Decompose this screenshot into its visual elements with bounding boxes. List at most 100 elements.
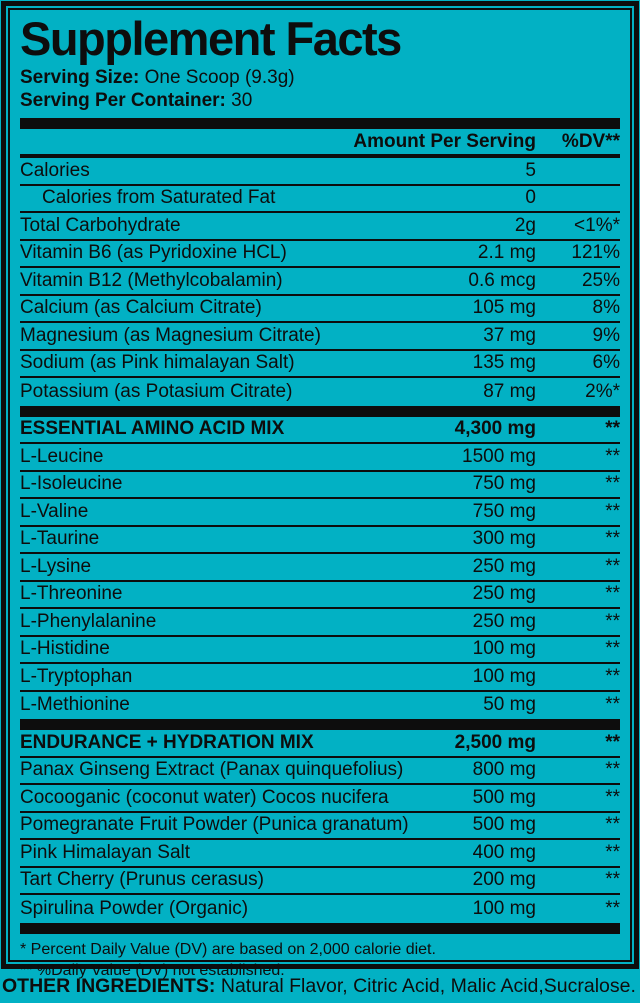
- ingredient-name: Vitamin B12 (Methylcobalamin): [20, 269, 283, 291]
- ingredient-amount: 2g: [514, 214, 536, 236]
- table-row: Magnesium (as Magnesium Citrate) 37 mg 9…: [20, 323, 620, 351]
- ingredient-name: Calories from Saturated Fat: [42, 187, 276, 209]
- ingredient-name: Magnesium (as Magnesium Citrate): [20, 324, 321, 346]
- dv-footnote: * Percent Daily Value (DV) are based on …: [20, 940, 436, 958]
- ingredient-amount: 250 mg: [472, 555, 536, 577]
- supplement-facts-inner-box: Supplement Facts Serving Size: One Scoop…: [8, 8, 632, 979]
- ingredient-dv: **: [605, 869, 620, 891]
- table-row: Panax Ginseng Extract (Panax quinquefoli…: [20, 758, 620, 785]
- ingredient-dv: **: [605, 841, 620, 863]
- table-row: L-Taurine 300 mg **: [20, 527, 620, 554]
- ingredient-name: Calories: [20, 159, 90, 181]
- ingredient-amount: 750 mg: [472, 500, 536, 522]
- ingredient-amount: 250 mg: [472, 583, 536, 605]
- table-header-row: Amount Per Serving %DV**: [20, 129, 620, 158]
- section-amount: 2,500 mg: [454, 731, 536, 753]
- table-row: Total Carbohydrate 2g <1%*: [20, 213, 620, 241]
- ingredient-amount: 1500 mg: [462, 445, 536, 467]
- ingredient-name: Cocooganic (coconut water) Cocos nucifer…: [20, 786, 389, 808]
- ingredient-dv: **: [605, 638, 620, 660]
- supplement-facts-panel: Supplement Facts Serving Size: One Scoop…: [1, 1, 639, 979]
- table-row: Calories 5: [20, 158, 620, 186]
- ingredient-amount: 87 mg: [483, 380, 536, 402]
- section-divider-bar: [20, 922, 620, 934]
- ingredient-amount: 800 mg: [472, 759, 536, 781]
- footnotes: * Percent Daily Value (DV) are based on …: [20, 934, 620, 981]
- table-row: Spirulina Powder (Organic) 100 mg **: [20, 895, 620, 923]
- ingredient-dv: **: [605, 665, 620, 687]
- ingredient-name: L-Valine: [20, 500, 89, 522]
- ingredient-dv: <1%*: [574, 214, 620, 236]
- section-divider-bar: [20, 405, 620, 417]
- ingredient-dv: **: [605, 694, 620, 716]
- section-dv: **: [605, 418, 620, 440]
- ingredient-name: Potassium (as Potasium Citrate): [20, 380, 293, 402]
- serving-size-value: One Scoop (9.3g): [144, 67, 295, 88]
- ingredient-dv: **: [605, 897, 620, 919]
- table-row: Vitamin B12 (Methylcobalamin) 0.6 mcg 25…: [20, 268, 620, 296]
- ingredient-name: Pomegranate Fruit Powder (Punica granatu…: [20, 814, 409, 836]
- section-divider-bar: [20, 719, 620, 730]
- panel-title: Supplement Facts: [20, 12, 402, 65]
- ingredient-name: L-Leucine: [20, 445, 104, 467]
- amount-per-serving-header: Amount Per Serving: [353, 130, 536, 152]
- ingredient-name: L-Taurine: [20, 528, 100, 550]
- section-dv: **: [605, 731, 620, 753]
- table-row: L-Leucine 1500 mg **: [20, 444, 620, 472]
- ingredient-dv: **: [605, 759, 620, 781]
- table-row: Calories from Saturated Fat 0: [20, 186, 620, 213]
- servings-per-container-label: Serving Per Container:: [20, 90, 226, 111]
- ingredient-dv: **: [605, 814, 620, 836]
- other-ingredients-value: Natural Flavor, Citric Acid, Malic Acid,…: [220, 975, 636, 997]
- ingredient-name: L-Threonine: [20, 583, 123, 605]
- section-title: ENDURANCE + HYDRATION MIX: [20, 731, 314, 753]
- ingredient-amount: 2.1 mg: [477, 242, 536, 264]
- ingredient-amount: 100 mg: [472, 897, 536, 919]
- table-row: L-Phenylalanine 250 mg **: [20, 609, 620, 637]
- ingredient-amount: 250 mg: [472, 610, 536, 632]
- section-amount: 4,300 mg: [454, 418, 536, 440]
- table-row: L-Methionine 50 mg **: [20, 692, 620, 720]
- table-row: Pink Himalayan Salt 400 mg **: [20, 840, 620, 868]
- serving-size-label: Serving Size:: [20, 67, 140, 88]
- ingredient-amount: 5: [525, 159, 536, 181]
- ingredient-dv: **: [605, 528, 620, 550]
- table-row: L-Isoleucine 750 mg **: [20, 472, 620, 499]
- ingredient-amount: 400 mg: [472, 841, 536, 863]
- table-row: L-Lysine 250 mg **: [20, 554, 620, 582]
- table-row: L-Histidine 100 mg **: [20, 637, 620, 664]
- ingredient-name: L-Methionine: [20, 694, 130, 716]
- ingredient-dv: **: [605, 583, 620, 605]
- ingredient-dv: 2%*: [585, 380, 620, 402]
- ingredient-amount: 200 mg: [472, 869, 536, 891]
- ingredient-name: Sodium (as Pink himalayan Salt): [20, 352, 295, 374]
- ingredient-dv: 9%: [592, 324, 620, 346]
- serving-size-line: Serving Size: One Scoop (9.3g): [20, 66, 620, 89]
- ingredient-dv: 8%: [592, 297, 620, 319]
- table-row: Cocooganic (coconut water) Cocos nucifer…: [20, 785, 620, 813]
- ingredient-amount: 100 mg: [472, 638, 536, 660]
- ingredient-name: Vitamin B6 (as Pyridoxine HCL): [20, 242, 287, 264]
- table-row: L-Threonine 250 mg **: [20, 582, 620, 609]
- ingredient-name: L-Phenylalanine: [20, 610, 157, 632]
- ingredient-name: Tart Cherry (Prunus cerasus): [20, 869, 264, 891]
- other-ingredients-label: OTHER INGREDIENTS:: [2, 975, 216, 997]
- ingredient-name: L-Lysine: [20, 555, 92, 577]
- other-ingredients-line: OTHER INGREDIENTS: Natural Flavor, Citri…: [2, 975, 638, 998]
- ingredient-amount: 50 mg: [483, 694, 536, 716]
- ingredient-amount: 37 mg: [483, 324, 536, 346]
- ingredient-name: Pink Himalayan Salt: [20, 841, 191, 863]
- ingredient-amount: 500 mg: [472, 814, 536, 836]
- table-row: L-Valine 750 mg **: [20, 499, 620, 527]
- ingredient-dv: 121%: [571, 242, 620, 264]
- ingredient-amount: 750 mg: [472, 473, 536, 495]
- table-row: L-Tryptophan 100 mg **: [20, 664, 620, 692]
- ingredient-dv: 6%: [592, 352, 620, 374]
- table-row: Vitamin B6 (as Pyridoxine HCL) 2.1 mg 12…: [20, 241, 620, 268]
- ingredient-dv: **: [605, 555, 620, 577]
- ingredient-name: L-Isoleucine: [20, 473, 123, 495]
- ingredient-name: Spirulina Powder (Organic): [20, 897, 249, 919]
- ingredient-amount: 135 mg: [472, 352, 536, 374]
- table-row: Potassium (as Potasium Citrate) 87 mg 2%…: [20, 378, 620, 406]
- ingredient-name: Total Carbohydrate: [20, 214, 181, 236]
